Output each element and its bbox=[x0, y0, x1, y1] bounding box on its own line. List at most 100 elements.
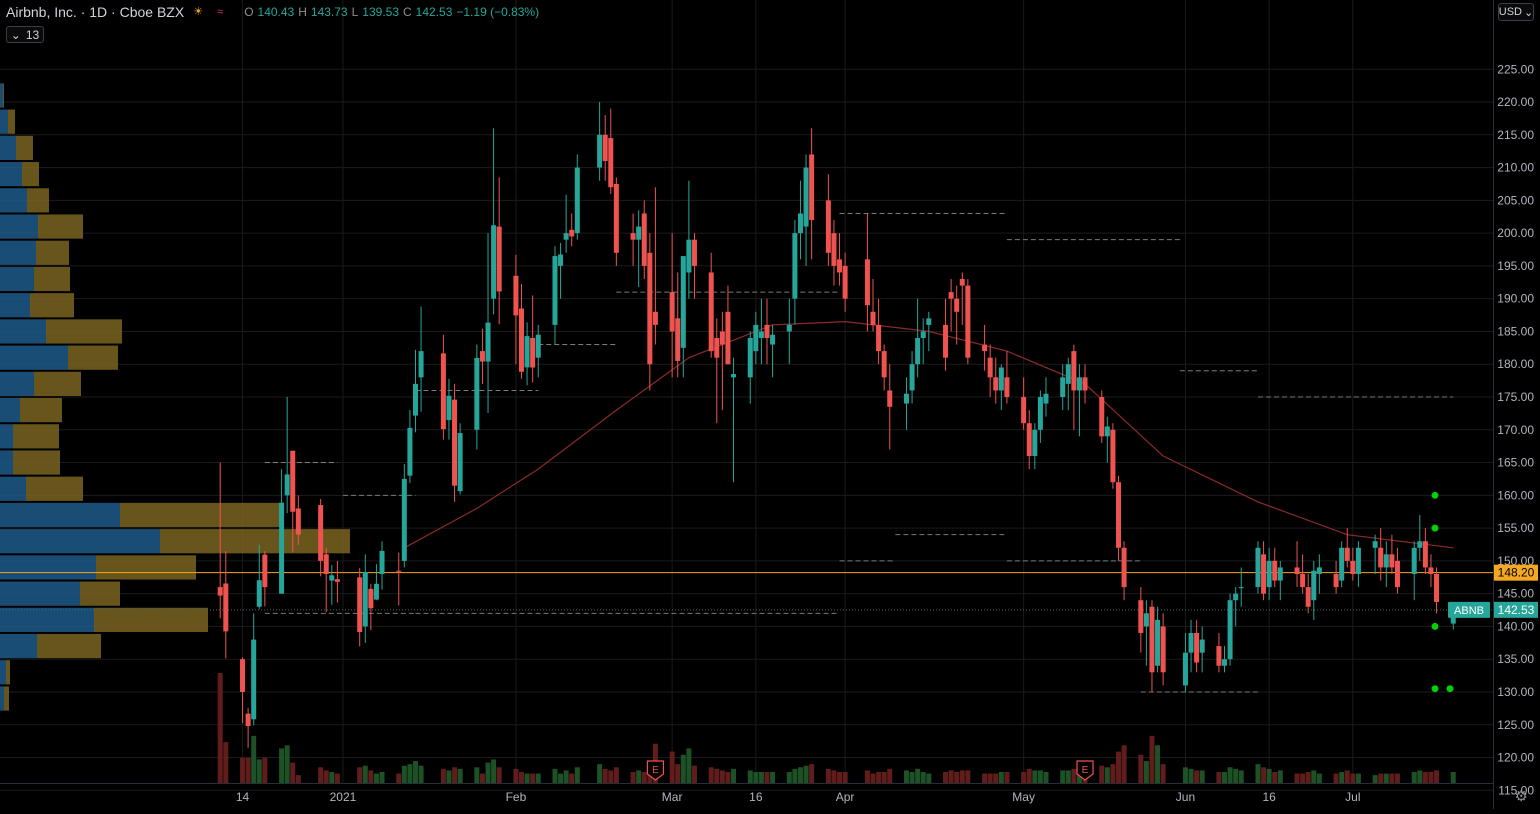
candle-body bbox=[1272, 560, 1278, 581]
volume-bar bbox=[837, 772, 843, 783]
x-tick-label: Jun bbox=[1176, 790, 1195, 804]
candle-body bbox=[770, 334, 776, 345]
chevron-down-icon: ⌄ bbox=[1524, 6, 1534, 19]
volume-bar bbox=[1227, 767, 1233, 783]
volume-bar bbox=[809, 764, 815, 783]
volume-bar bbox=[998, 772, 1004, 783]
volume-bar bbox=[1099, 765, 1105, 783]
candle-body bbox=[373, 583, 379, 600]
volume-bar bbox=[519, 772, 525, 783]
gear-icon[interactable]: ⚙ bbox=[1514, 788, 1528, 805]
volume-bar bbox=[831, 770, 837, 783]
volume-bar bbox=[943, 772, 949, 783]
indicators-toggle[interactable]: ⌄ 13 bbox=[6, 26, 44, 43]
volume-bar bbox=[608, 770, 614, 783]
candle-body bbox=[987, 357, 993, 378]
volume-bar bbox=[1121, 745, 1127, 783]
candle-body bbox=[1389, 554, 1395, 568]
candle-body bbox=[731, 374, 737, 378]
y-tick-label: 220.00 bbox=[1497, 95, 1534, 109]
volume-bar bbox=[373, 773, 379, 783]
x-tick-label: 16 bbox=[749, 790, 763, 804]
candle-body bbox=[747, 338, 753, 378]
chevron-down-icon: ⌄ bbox=[10, 27, 21, 42]
symbol-title[interactable]: Airbnb, Inc. · 1D · Cboe BZX bbox=[6, 4, 185, 20]
currency-select[interactable]: USD ⌄ bbox=[1498, 3, 1534, 21]
candle-body bbox=[1115, 482, 1121, 548]
vp-down-bar bbox=[96, 555, 196, 580]
candle-body bbox=[1222, 659, 1228, 666]
earnings-marker bbox=[1076, 760, 1094, 781]
candle-body bbox=[837, 259, 843, 273]
volume-bar bbox=[602, 768, 608, 783]
vp-up-bar bbox=[0, 266, 34, 292]
currency-label: USD bbox=[1498, 6, 1523, 18]
candle-body bbox=[491, 225, 497, 299]
candle-body bbox=[496, 226, 502, 292]
volume-bar bbox=[368, 770, 374, 783]
candle-body bbox=[792, 233, 798, 299]
candle-body bbox=[217, 587, 223, 596]
candle-body bbox=[602, 134, 608, 162]
candles bbox=[217, 102, 1456, 748]
candle-body bbox=[876, 324, 882, 352]
chart-header: Airbnb, Inc. · 1D · Cboe BZX ☀ ≈ O 140.43… bbox=[0, 0, 539, 24]
y-tick-label: 175.00 bbox=[1497, 390, 1534, 404]
volume-bar bbox=[597, 764, 603, 783]
volume-bar bbox=[379, 772, 385, 783]
candle-body bbox=[284, 474, 290, 496]
volume-bar bbox=[731, 768, 737, 783]
ma-line bbox=[404, 320, 1454, 549]
volume-bar bbox=[446, 770, 452, 783]
y-tick-label: 185.00 bbox=[1497, 324, 1534, 338]
candle-body bbox=[708, 272, 714, 352]
candle-body bbox=[262, 554, 268, 588]
vp-up-bar bbox=[0, 188, 27, 213]
wave-icon[interactable]: ≈ bbox=[217, 6, 224, 18]
volume-bar bbox=[864, 770, 870, 783]
sun-icon[interactable]: ☀ bbox=[193, 6, 204, 18]
volume-bar bbox=[954, 772, 960, 783]
candle-body bbox=[1182, 652, 1188, 686]
volume-bar bbox=[680, 754, 686, 783]
vp-up-bar bbox=[0, 293, 30, 318]
candle-body bbox=[1138, 600, 1144, 633]
candle-body bbox=[680, 256, 686, 348]
volume-bar bbox=[284, 745, 290, 783]
volume-bar bbox=[1182, 767, 1188, 783]
volume-bar bbox=[1160, 764, 1166, 783]
vp-down-bar bbox=[34, 266, 70, 292]
vp-down-bar bbox=[4, 686, 9, 711]
y-tick-label: 140.00 bbox=[1497, 619, 1534, 633]
volume-bar bbox=[217, 673, 223, 783]
candle-body bbox=[407, 427, 413, 476]
candle-body bbox=[474, 357, 480, 430]
candle-body bbox=[440, 353, 446, 430]
volume-bar bbox=[323, 770, 329, 783]
x-tick-label: Feb bbox=[506, 790, 527, 804]
candle-body bbox=[753, 324, 759, 352]
gridlines bbox=[0, 0, 1493, 791]
candle-body bbox=[1355, 547, 1361, 574]
candle-body bbox=[1194, 632, 1200, 663]
candle-body bbox=[920, 331, 926, 339]
vp-down-bar bbox=[6, 660, 10, 685]
candle-body bbox=[368, 588, 374, 609]
y-tick-label: 225.00 bbox=[1497, 62, 1534, 76]
candle-body bbox=[675, 318, 681, 361]
volume-bar bbox=[915, 768, 921, 783]
volume-bar bbox=[1115, 751, 1121, 783]
open-label: O bbox=[244, 5, 254, 19]
volume-bar bbox=[1155, 745, 1161, 783]
volume-bar bbox=[251, 735, 257, 783]
candle-body bbox=[479, 351, 485, 362]
volume-bar bbox=[1188, 768, 1194, 783]
candle-body bbox=[1434, 573, 1440, 603]
candle-body bbox=[1422, 541, 1428, 568]
candle-body bbox=[1411, 547, 1417, 574]
candle-body bbox=[256, 580, 262, 607]
volume-bar bbox=[1450, 772, 1456, 783]
volume-bar bbox=[1272, 772, 1278, 783]
